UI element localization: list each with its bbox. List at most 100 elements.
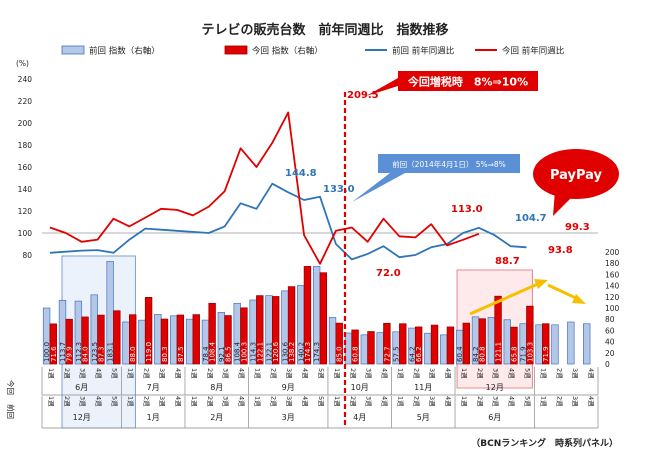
week-label-previous: 1週 xyxy=(396,396,405,407)
bar-curr-value: 85.0 xyxy=(336,346,344,362)
left-tick-label: 240 xyxy=(18,75,33,84)
bar-curr-index xyxy=(494,295,502,365)
week-label-previous: 5週 xyxy=(317,396,326,407)
bar-curr-value: 66.2 xyxy=(415,346,423,362)
left-tick-label: 180 xyxy=(18,141,33,150)
week-label-current: 2週 xyxy=(206,368,215,379)
bar-prev-value: 174.3 xyxy=(313,342,321,362)
right-tick-label: 60 xyxy=(605,326,615,335)
bar-curr-index xyxy=(208,302,216,365)
week-label-previous: 1週 xyxy=(190,396,199,407)
line-series xyxy=(49,111,527,265)
week-label-current: 1週 xyxy=(47,368,56,379)
annotation-value: 93.8 xyxy=(548,245,573,256)
month-label-current: 6月 xyxy=(75,383,88,392)
bar-curr-value: 174.3 xyxy=(304,342,312,362)
bar-curr-index xyxy=(176,314,185,365)
bar-series xyxy=(42,261,591,365)
bar-prev-value: 71.9 xyxy=(520,346,528,362)
week-label-previous: 4週 xyxy=(174,396,183,407)
week-label-current: 3週 xyxy=(285,368,294,379)
month-label-previous: 2月 xyxy=(210,413,223,422)
bar-curr-value: 80.8 xyxy=(479,346,487,362)
week-label-current: 2週 xyxy=(555,368,564,379)
annotation-value: 209.5 xyxy=(347,90,379,101)
callout-tax-text: 今回増税時 8%⇒10% xyxy=(407,75,528,89)
bar-curr-index xyxy=(526,305,534,365)
week-label-previous: 4週 xyxy=(301,396,310,407)
bar-curr-index xyxy=(414,326,423,365)
bar-prev-index xyxy=(583,323,591,365)
left-axis: (%) 80 100 120 140 160 180 200 220 240 xyxy=(16,59,32,260)
bar-curr-index xyxy=(144,297,153,365)
bar-curr-value: 108.4 xyxy=(209,341,217,362)
bar-curr-index xyxy=(160,318,169,365)
left-tick-label: 140 xyxy=(18,185,33,194)
week-label-current: 2週 xyxy=(349,368,358,379)
bar-curr-index xyxy=(542,323,550,365)
paypay-text: PayPay xyxy=(550,168,603,183)
callout-prev: 前回（2014年4月1日） 5%⇒8% xyxy=(352,154,520,202)
week-label-current: 4週 xyxy=(95,368,104,379)
bar-curr-index xyxy=(129,314,137,365)
bar-curr-value: 121.1 xyxy=(495,342,503,362)
annotation-value: 72.0 xyxy=(376,268,401,279)
annotation-value: 144.8 xyxy=(285,168,317,179)
bar-curr-value: 119.0 xyxy=(145,342,153,362)
week-label-current: 3週 xyxy=(222,368,231,379)
bar-curr-index xyxy=(97,314,105,365)
bar-curr-index xyxy=(478,318,486,365)
week-label-previous: 4週 xyxy=(587,396,596,407)
right-tick-label: 160 xyxy=(605,270,620,279)
week-label-previous: 1週 xyxy=(47,396,56,407)
bar-prev-value: 60.4 xyxy=(456,346,464,362)
bar-curr-index xyxy=(319,272,328,365)
week-label-previous: 3週 xyxy=(428,396,437,407)
right-tick-label: 140 xyxy=(605,282,620,291)
left-tick-label: 200 xyxy=(18,119,33,128)
week-label-current: 1週 xyxy=(460,368,469,379)
week-label-current: 5週 xyxy=(524,368,533,379)
bar-curr-index xyxy=(462,322,470,365)
week-label-current: 2週 xyxy=(269,368,278,379)
annotation-value: 104.7 xyxy=(515,213,547,224)
week-label-current: 3週 xyxy=(79,368,88,379)
week-label-current: 3週 xyxy=(158,368,167,379)
bar-prev-index xyxy=(440,334,448,365)
week-label-previous: 4週 xyxy=(95,396,104,407)
right-tick-label: 100 xyxy=(605,304,620,313)
week-label-current: 3週 xyxy=(365,368,374,379)
week-label-previous: 1週 xyxy=(460,396,469,407)
week-label-previous: 4週 xyxy=(381,396,390,407)
chart-title: テレビの販売台数 前年同週比 指数推移 xyxy=(201,22,448,38)
callout-prev-text: 前回（2014年4月1日） 5%⇒8% xyxy=(392,159,506,169)
right-axis: 0 20 40 60 80 100 120 140 160 180 200 xyxy=(605,248,620,369)
legend-label: 前回 指数（右軸） xyxy=(89,46,160,57)
bar-prev-value: 100.0 xyxy=(43,342,51,362)
week-label-previous: 2週 xyxy=(555,396,564,407)
legend-swatch-prev-index xyxy=(61,45,85,55)
week-label-current: 5週 xyxy=(317,368,326,379)
bar-curr-index xyxy=(81,316,89,365)
row-label-current: 今回 xyxy=(6,380,16,395)
bar-curr-value: 86.5 xyxy=(225,346,233,362)
bar-prev-value: 92.1 xyxy=(218,346,226,362)
bar-curr-value: 80.3 xyxy=(161,346,169,362)
week-label-current: 4週 xyxy=(444,368,453,379)
legend-label: 今回 前年同週比 xyxy=(502,46,564,57)
month-label-previous: 4月 xyxy=(353,413,366,422)
week-label-previous: 4週 xyxy=(444,396,453,407)
bar-curr-index xyxy=(65,318,73,365)
month-label-current: 7月 xyxy=(147,383,160,392)
bar-prev-value: 113.7 xyxy=(59,342,67,362)
week-label-current: 2週 xyxy=(476,368,485,379)
paypay-balloon: PayPay xyxy=(533,149,619,216)
bar-curr-value: 65.8 xyxy=(510,346,518,362)
right-tick-label: 20 xyxy=(605,349,615,358)
left-tick-label: 220 xyxy=(18,97,33,106)
bar-curr-index xyxy=(399,323,407,365)
month-label-previous: 3月 xyxy=(282,413,295,422)
bar-curr-index xyxy=(271,296,280,365)
